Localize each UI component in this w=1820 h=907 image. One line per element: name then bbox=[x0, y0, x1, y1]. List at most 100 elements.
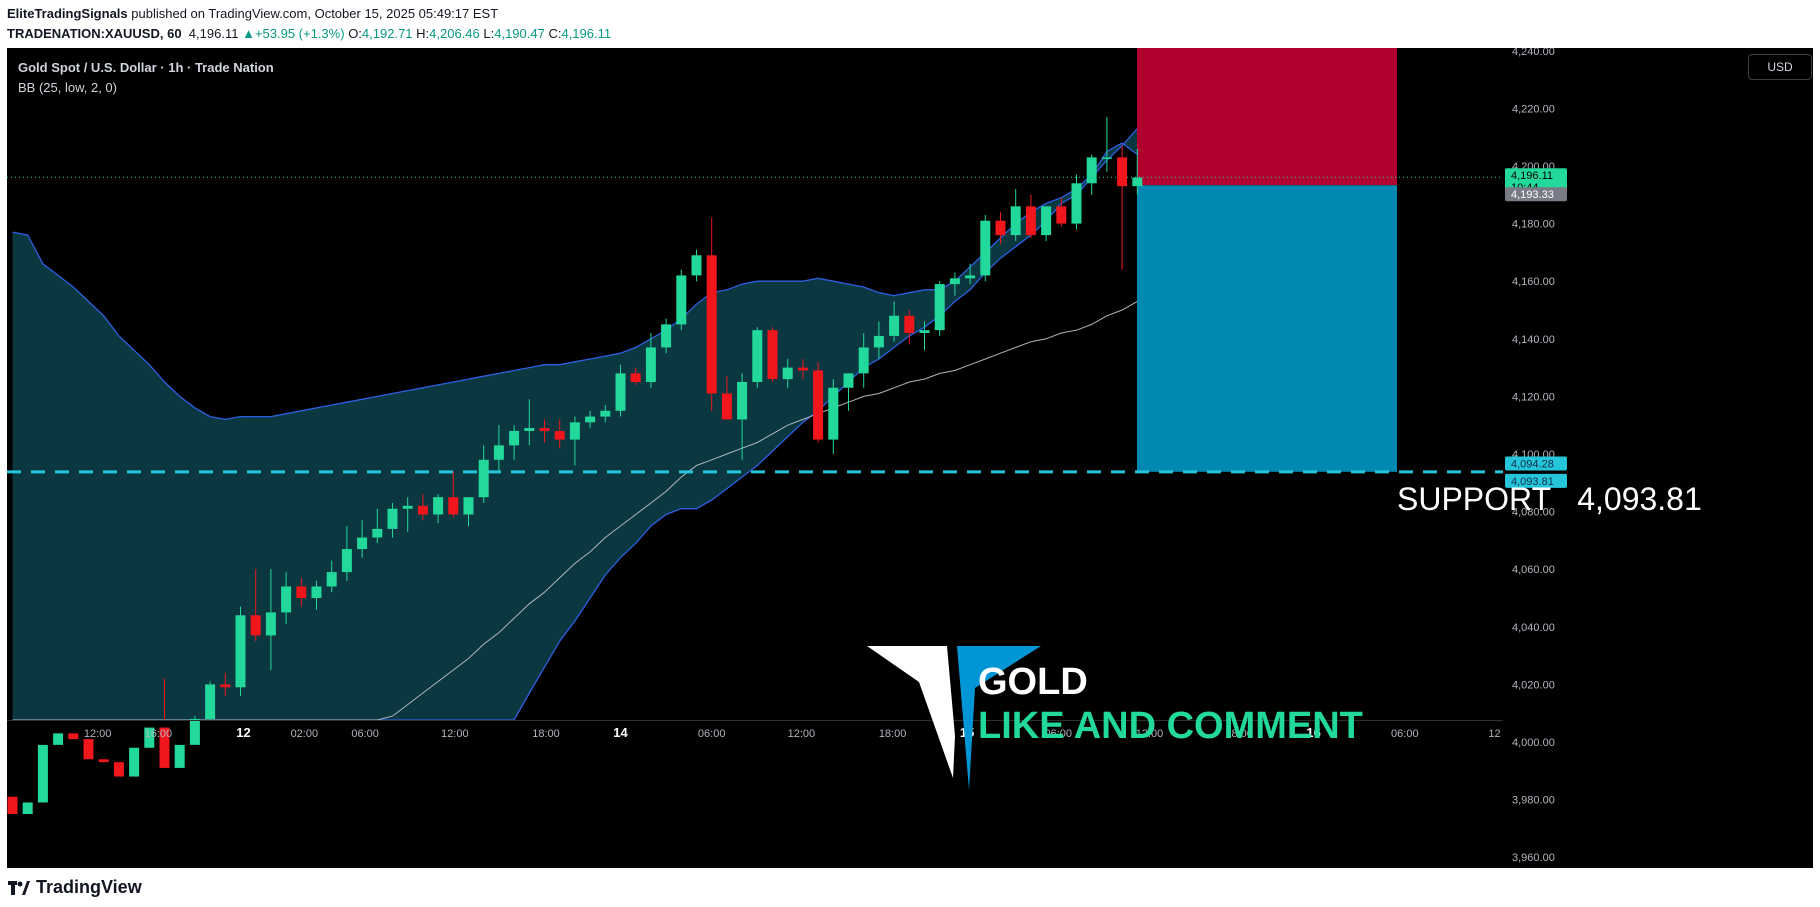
y-tick-label: 4,240.00 bbox=[1512, 48, 1555, 58]
candle-body bbox=[600, 410, 611, 417]
candle-body bbox=[509, 430, 520, 446]
candle-body bbox=[22, 802, 33, 814]
candle-body bbox=[1010, 206, 1021, 236]
candle-body bbox=[539, 428, 550, 431]
x-tick-label: 12:00 bbox=[1136, 728, 1164, 740]
candle-body bbox=[782, 367, 793, 380]
candle-body bbox=[767, 330, 778, 380]
chart-legend-title[interactable]: Gold Spot / U.S. Dollar · 1h · Trade Nat… bbox=[18, 60, 274, 75]
publish-info: EliteTradingSignals published on Trading… bbox=[7, 6, 498, 21]
candle-body bbox=[524, 428, 535, 431]
candle-body bbox=[949, 278, 960, 285]
candle-body bbox=[250, 615, 261, 636]
indicator-legend[interactable]: BB (25, low, 2, 0) bbox=[18, 80, 117, 95]
chart-header: EliteTradingSignals published on Trading… bbox=[0, 0, 1820, 48]
target-zone bbox=[1137, 185, 1397, 472]
publisher-name[interactable]: EliteTradingSignals bbox=[7, 6, 128, 21]
candle-body bbox=[341, 549, 352, 573]
low-value: 4,190.47 bbox=[494, 26, 545, 41]
open-label: O: bbox=[348, 26, 362, 41]
y-tick-label: 4,000.00 bbox=[1512, 737, 1555, 749]
candle-body bbox=[433, 497, 444, 515]
overlay-cta-text: LIKE AND COMMENT bbox=[978, 705, 1363, 747]
chart-canvas[interactable]: 4,240.00 4,220.00 4,200.00 4,180.00 4,160.00… bbox=[0, 0, 1813, 868]
y-tick-label: 4,040.00 bbox=[1512, 622, 1555, 634]
candle-body bbox=[37, 744, 48, 803]
candle-body bbox=[493, 445, 504, 460]
candle-body bbox=[311, 586, 322, 598]
y-tick-label: 4,220.00 bbox=[1512, 103, 1555, 115]
candle-body bbox=[296, 586, 307, 598]
y-tick-label: 4,020.00 bbox=[1512, 679, 1555, 691]
candle-body bbox=[706, 255, 717, 394]
candle-body bbox=[83, 739, 94, 760]
candle-body bbox=[1056, 206, 1067, 224]
y-tick-label: 4,180.00 bbox=[1512, 219, 1555, 231]
candle-body bbox=[205, 684, 216, 719]
candle-body bbox=[7, 796, 18, 814]
support-price-tag: 4,093.81 bbox=[1511, 476, 1554, 488]
candle-body bbox=[402, 505, 413, 509]
symbol-label: TRADENATION:XAUUSD, 60 bbox=[7, 26, 182, 41]
candle-body bbox=[904, 315, 915, 334]
x-tick-label: 18:00 bbox=[879, 728, 907, 740]
candle-body bbox=[721, 393, 732, 420]
candle-body bbox=[372, 528, 383, 538]
close-value: 4,196.11 bbox=[561, 26, 612, 41]
y-tick-label: 4,080.00 bbox=[1512, 507, 1555, 519]
currency-button[interactable]: USD bbox=[1748, 54, 1812, 80]
ohlc-line: TRADENATION:XAUUSD, 60 4,196.11 ▲+53.95 … bbox=[7, 26, 611, 41]
level-lines bbox=[7, 176, 1503, 474]
tradingview-logo-icon bbox=[8, 880, 30, 895]
candle-body bbox=[843, 373, 854, 388]
candle-body bbox=[889, 315, 900, 336]
overlay-gold-text: GOLD bbox=[978, 661, 1088, 703]
tradingview-logo[interactable]: TradingView bbox=[8, 877, 142, 898]
candle-body bbox=[615, 373, 626, 411]
overlay-branding: GOLD LIKE AND COMMENT SUPPORT 4,093.81 bbox=[867, 481, 1702, 790]
close-label: C: bbox=[548, 26, 562, 41]
candle-body bbox=[68, 733, 79, 740]
y-tick-label: 4,160.00 bbox=[1512, 276, 1555, 288]
x-tick-label: 16 bbox=[1306, 725, 1320, 740]
candle-body bbox=[645, 347, 656, 382]
candle-body bbox=[357, 537, 368, 550]
candle-body bbox=[554, 430, 565, 440]
candle-body bbox=[569, 422, 580, 440]
candle-body bbox=[478, 459, 489, 498]
candle-body bbox=[129, 747, 140, 777]
x-tick-label: 12:00 bbox=[441, 728, 469, 740]
candle-body bbox=[189, 718, 200, 745]
candle-body bbox=[1025, 206, 1036, 236]
candle-body bbox=[934, 284, 945, 331]
candle-body bbox=[630, 373, 641, 382]
candle-body bbox=[797, 367, 808, 371]
candle-body bbox=[463, 497, 474, 515]
last-price: 4,196.11 bbox=[188, 26, 239, 41]
candle-body bbox=[1132, 177, 1143, 187]
x-tick-label: 12 bbox=[1488, 728, 1500, 740]
support-price-tag-bg bbox=[1505, 473, 1567, 488]
bb-lower-price-tag: 4,094.28 bbox=[1511, 458, 1554, 470]
axes: 4,240.004,220.004,200.004,180.004,160.00… bbox=[0, 0, 1813, 868]
x-tick-label: 06:00 bbox=[698, 728, 726, 740]
candle-body bbox=[326, 572, 337, 587]
candle-body bbox=[1071, 183, 1082, 224]
candle-body bbox=[980, 220, 991, 276]
candle-body bbox=[265, 612, 276, 636]
low-label: L: bbox=[483, 26, 495, 41]
candle-body bbox=[1041, 206, 1052, 236]
tradingview-brand: TradingView bbox=[36, 877, 142, 897]
brand-logo-blue-shard-icon bbox=[957, 646, 1041, 790]
candle-body bbox=[813, 370, 824, 440]
candle-body bbox=[235, 615, 246, 688]
candle-body bbox=[448, 497, 459, 515]
bb-lower-price-tag-bg bbox=[1505, 456, 1567, 471]
footer: TradingView bbox=[0, 868, 1820, 907]
candle-body bbox=[113, 762, 124, 777]
entry-price-tag: 4,193.33 bbox=[1511, 189, 1554, 201]
candle-body bbox=[661, 324, 672, 348]
price-chart-svg[interactable]: 4,240.004,220.004,200.004,180.004,160.00… bbox=[0, 0, 1813, 868]
brand-logo-white-shard-icon bbox=[867, 646, 955, 778]
candle-body bbox=[220, 684, 231, 688]
